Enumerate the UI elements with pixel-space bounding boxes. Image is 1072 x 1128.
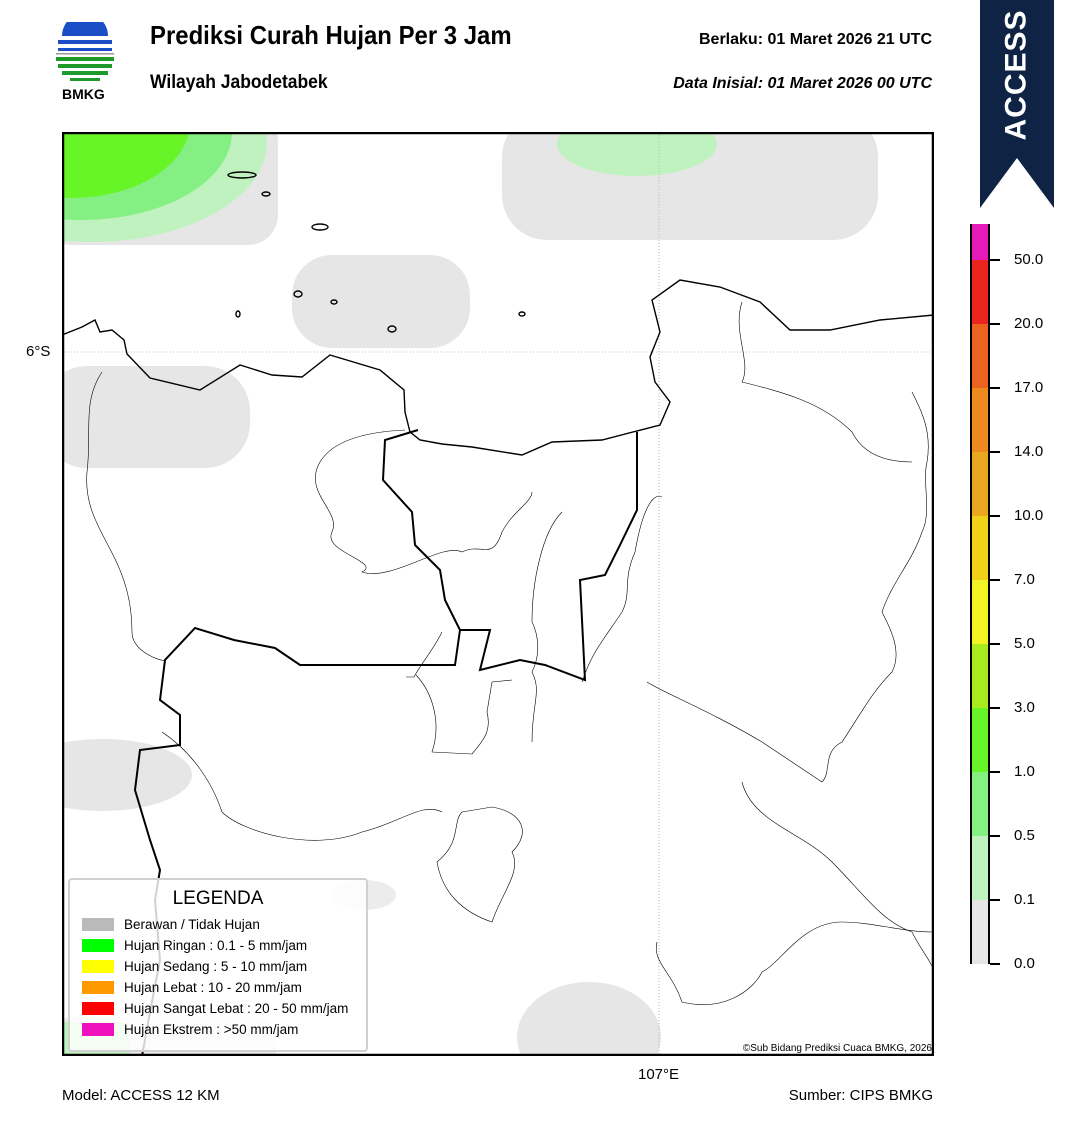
bmkg-logo bbox=[56, 22, 114, 81]
source-label: Sumber: CIPS BMKG bbox=[788, 1087, 933, 1104]
colorbar-tick bbox=[990, 387, 1000, 389]
colorbar-tick bbox=[990, 451, 1000, 453]
colorbar-tick bbox=[990, 707, 1000, 709]
legend-item: Berawan / Tidak Hujan bbox=[70, 914, 366, 935]
colorbar-tick bbox=[990, 323, 1000, 325]
legend-item: Hujan Ekstrem : >50 mm/jam bbox=[70, 1019, 366, 1040]
legend: LEGENDA Berawan / Tidak Hujan Hujan Ringa… bbox=[68, 878, 368, 1052]
legend-item: Hujan Sedang : 5 - 10 mm/jam bbox=[70, 956, 366, 977]
valid-time: Berlaku: 01 Maret 2026 21 UTC bbox=[699, 31, 932, 48]
colorbar-segment bbox=[972, 900, 988, 964]
legend-label: Hujan Sedang : 5 - 10 mm/jam bbox=[124, 959, 308, 974]
colorbar-tick-label: 7.0 bbox=[1014, 571, 1035, 588]
legend-swatch bbox=[82, 1023, 114, 1036]
colorbar-tick-label: 0.1 bbox=[1014, 891, 1035, 908]
colorbar-tick bbox=[990, 771, 1000, 773]
region-subtitle: Wilayah Jabodetabek bbox=[150, 72, 328, 93]
colorbar-tick bbox=[990, 515, 1000, 517]
legend-label: Hujan Ekstrem : >50 mm/jam bbox=[124, 1022, 299, 1037]
legend-label: Hujan Lebat : 10 - 20 mm/jam bbox=[124, 980, 302, 995]
colorbar-tick-label: 14.0 bbox=[1014, 443, 1044, 460]
colorbar-segment bbox=[972, 516, 988, 580]
colorbar-tick-label: 1.0 bbox=[1014, 763, 1035, 780]
colorbar-tick-label: 20.0 bbox=[1014, 315, 1044, 332]
model-banner-text: ACCESS bbox=[1000, 9, 1033, 141]
rain-area-cloudy bbox=[62, 739, 192, 811]
initial-time: Data Inisial: 01 Maret 2026 00 UTC bbox=[673, 75, 932, 92]
colorbar-segment bbox=[972, 388, 988, 452]
rain-area-moderate bbox=[62, 132, 189, 198]
district-borders bbox=[86, 301, 934, 1005]
graticule bbox=[62, 132, 934, 1056]
rain-area-cloudy bbox=[62, 366, 250, 468]
province-borders bbox=[133, 429, 638, 1056]
colorbar-segment bbox=[972, 644, 988, 708]
longitude-label: 107°E bbox=[638, 1066, 680, 1083]
colorbar-tick bbox=[990, 259, 1000, 261]
colorbar-segment bbox=[972, 224, 988, 260]
model-label: Model: ACCESS 12 KM bbox=[62, 1087, 220, 1104]
colorbar-tick-label: 0.5 bbox=[1014, 827, 1035, 844]
colorbar-segment bbox=[972, 452, 988, 516]
model-banner bbox=[980, 0, 1054, 208]
colorbar-tick-label: 10.0 bbox=[1014, 507, 1044, 524]
colorbar-tick bbox=[990, 963, 1000, 965]
legend-swatch bbox=[82, 960, 114, 973]
colorbar-segment bbox=[972, 708, 988, 772]
colorbar-segment bbox=[972, 580, 988, 644]
logo-text: BMKG bbox=[62, 86, 105, 102]
latitude-label: 6°S bbox=[26, 343, 51, 360]
colorbar-tick-label: 17.0 bbox=[1014, 379, 1044, 396]
colorbar-tick-label: 5.0 bbox=[1014, 635, 1035, 652]
legend-label: Berawan / Tidak Hujan bbox=[124, 917, 260, 932]
legend-swatch bbox=[82, 939, 114, 952]
colorbar-segment bbox=[972, 772, 988, 836]
legend-swatch bbox=[82, 918, 114, 931]
colorbar-segment bbox=[972, 260, 988, 324]
legend-label: Hujan Sangat Lebat : 20 - 50 mm/jam bbox=[124, 1001, 349, 1016]
legend-swatch bbox=[82, 981, 114, 994]
legend-title: LEGENDA bbox=[172, 888, 264, 909]
colorbar-tick bbox=[990, 643, 1000, 645]
coastline bbox=[62, 171, 934, 456]
copyright-text: ©Sub Bidang Prediksi Cuaca BMKG, 2026 bbox=[742, 1043, 932, 1054]
colorbar-segment bbox=[972, 836, 988, 900]
rain-area-light bbox=[557, 132, 717, 176]
colorbar bbox=[970, 224, 990, 964]
colorbar-tick-label: 50.0 bbox=[1014, 251, 1044, 268]
legend-swatch bbox=[82, 1002, 114, 1015]
rain-area-cloudy bbox=[292, 255, 470, 348]
page-title: Prediksi Curah Hujan Per 3 Jam bbox=[150, 20, 512, 50]
colorbar-tick-label: 3.0 bbox=[1014, 699, 1035, 716]
legend-item: Hujan Ringan : 0.1 - 5 mm/jam bbox=[70, 935, 366, 956]
colorbar-tick bbox=[990, 579, 1000, 581]
rain-area-cloudy bbox=[517, 982, 661, 1056]
colorbar-tick bbox=[990, 899, 1000, 901]
colorbar-tick bbox=[990, 835, 1000, 837]
legend-item: Hujan Lebat : 10 - 20 mm/jam bbox=[70, 977, 366, 998]
colorbar-segment bbox=[972, 324, 988, 388]
colorbar-tick-label: 0.0 bbox=[1014, 955, 1035, 972]
legend-item: Hujan Sangat Lebat : 20 - 50 mm/jam bbox=[70, 998, 366, 1019]
legend-label: Hujan Ringan : 0.1 - 5 mm/jam bbox=[124, 938, 308, 953]
